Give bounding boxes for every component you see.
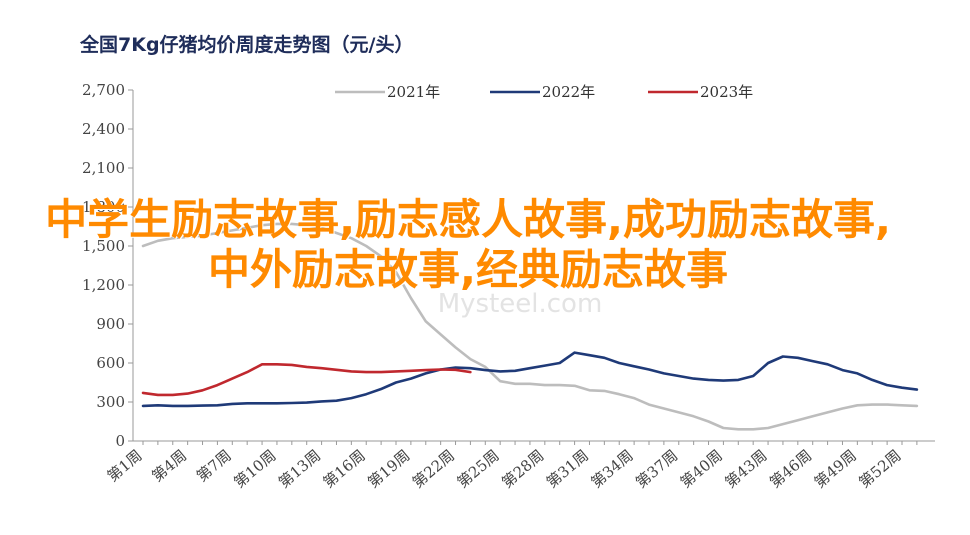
legend-label-3: 2023年 — [700, 83, 753, 101]
y-tick-label: 2,700 — [82, 81, 125, 99]
x-tick-label: 第31周 — [543, 446, 592, 491]
watermark: Mysteel.com — [438, 289, 603, 319]
x-tick-label: 第34周 — [588, 446, 637, 491]
x-tick-label: 第4周 — [148, 446, 190, 485]
x-tick-label: 第1周 — [104, 446, 146, 485]
x-tick-label: 第10周 — [230, 446, 279, 491]
chart-legend: 2021年 2022年 2023年 — [335, 83, 753, 101]
x-tick-label: 第25周 — [454, 446, 503, 491]
x-tick-label: 第28周 — [498, 446, 547, 491]
x-tick-label: 第46周 — [766, 446, 815, 491]
overlay-headline: 中学生励志故事,励志感人故事,成功励志故事,中外励志故事,经典励志故事 — [45, 195, 891, 294]
y-tick-label: 0 — [115, 432, 125, 450]
x-tick-label: 第43周 — [721, 446, 770, 491]
y-tick-label: 1,500 — [82, 237, 125, 255]
y-tick-label: 2,400 — [82, 120, 125, 138]
y-tick-label: 600 — [96, 354, 125, 372]
x-tick-label: 第7周 — [193, 446, 235, 485]
x-tick-label: 第37周 — [632, 446, 681, 491]
legend-label-2: 2022年 — [542, 83, 595, 101]
chart-title: 全国7Kg仔猪均价周度走势图（元/头） — [80, 34, 414, 56]
series-line-3 — [141, 363, 472, 397]
x-tick-label: 第19周 — [364, 446, 413, 491]
y-tick-label: 2,100 — [82, 159, 125, 177]
legend-label-1: 2021年 — [387, 83, 440, 101]
x-tick-label: 第49周 — [811, 446, 860, 491]
x-tick-label: 第40周 — [677, 446, 726, 491]
chart-series — [141, 222, 919, 431]
y-tick-label: 1,200 — [82, 276, 125, 294]
x-tick-label: 第13周 — [275, 446, 324, 491]
y-tick-label: 1,800 — [82, 198, 125, 216]
series-line-2 — [141, 351, 919, 408]
x-tick-label: 第16周 — [320, 446, 369, 491]
series-line-1 — [141, 222, 919, 431]
x-tick-label: 第22周 — [409, 446, 458, 491]
y-tick-label: 900 — [96, 315, 125, 333]
x-tick-label: 第52周 — [855, 446, 904, 491]
y-tick-label: 300 — [96, 393, 125, 411]
